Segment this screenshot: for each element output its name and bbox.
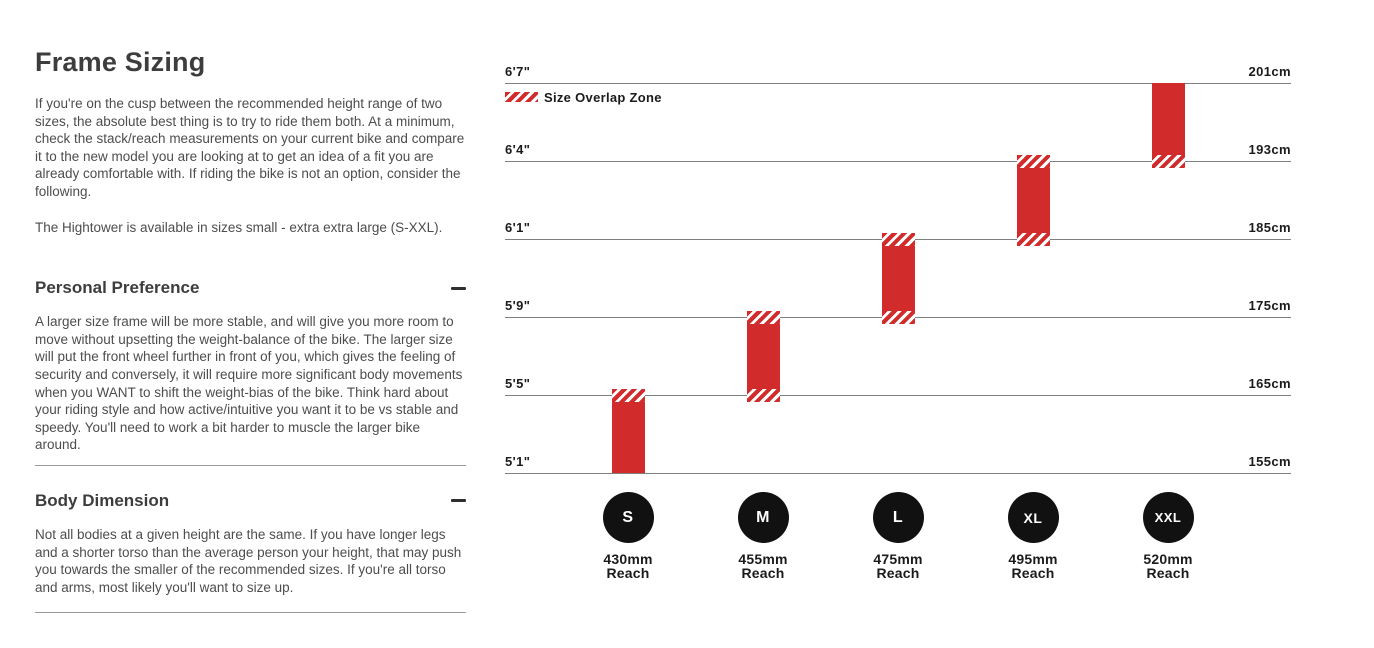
reach-caption-label: Reach — [1011, 565, 1055, 581]
height-gridline — [505, 239, 1291, 240]
reach-value: 495mm — [1008, 551, 1058, 567]
size-circle-m: M — [737, 492, 789, 543]
section-personal-preference: Personal Preference A larger size frame … — [35, 278, 466, 466]
height-gridline — [505, 473, 1291, 474]
reach-value: 520mm — [1143, 551, 1193, 567]
size-circle-l: L — [872, 492, 924, 543]
size-band-overlap-bottom — [746, 389, 780, 402]
overlap-zone-swatch-icon — [505, 92, 538, 102]
size-band-bar — [1151, 83, 1185, 155]
section-body: A larger size frame will be more stable,… — [35, 314, 463, 453]
page-title: Frame Sizing — [35, 47, 206, 77]
height-label-metric: 175cm — [1248, 298, 1291, 313]
size-band-bar — [611, 402, 645, 473]
reach-value: 455mm — [738, 551, 788, 567]
reach-value: 475mm — [873, 551, 923, 567]
reach-caption-s: 430mm Reach — [578, 552, 678, 580]
size-band-bar — [1016, 168, 1050, 233]
height-label-imperial: 6'4" — [505, 142, 531, 157]
section-header-personal-preference[interactable]: Personal Preference — [35, 278, 466, 298]
section-body: Not all bodies at a given height are the… — [35, 526, 462, 595]
availability-paragraph: The Hightower is available in sizes smal… — [35, 219, 443, 235]
height-gridline — [505, 83, 1291, 84]
reach-caption-m: 455mm Reach — [713, 552, 813, 580]
height-label-metric: 201cm — [1248, 64, 1291, 79]
section-heading: Personal Preference — [35, 278, 200, 298]
height-label-imperial: 5'5" — [505, 376, 531, 391]
collapse-minus-icon[interactable] — [451, 499, 466, 503]
height-label-metric: 185cm — [1248, 220, 1291, 235]
size-band-bar — [746, 324, 780, 389]
reach-value: 430mm — [603, 551, 653, 567]
height-label-metric: 165cm — [1248, 376, 1291, 391]
size-circle-xxl: XXL — [1142, 492, 1194, 543]
reach-caption-label: Reach — [741, 565, 785, 581]
overlap-zone-legend-label: Size Overlap Zone — [544, 90, 662, 105]
intro-paragraph: If you're on the cusp between the recomm… — [35, 96, 465, 199]
size-band-overlap-bottom — [1016, 233, 1050, 246]
size-band-overlap-bottom — [881, 311, 915, 324]
section-heading: Body Dimension — [35, 490, 170, 510]
size-band-bar — [881, 246, 915, 311]
size-circle-s: S — [602, 492, 654, 543]
size-band-overlap-top — [746, 311, 780, 324]
height-gridline — [505, 317, 1291, 318]
height-label-metric: 155cm — [1248, 454, 1291, 469]
height-label-imperial: 5'1" — [505, 454, 531, 469]
reach-caption-xxl: 520mm Reach — [1118, 552, 1218, 580]
size-band-overlap-bottom — [1151, 155, 1185, 168]
height-label-imperial: 5'9" — [505, 298, 531, 313]
reach-caption-label: Reach — [606, 565, 650, 581]
height-gridline — [505, 161, 1291, 162]
size-band-overlap-top — [881, 233, 915, 246]
height-label-imperial: 6'7" — [505, 64, 531, 79]
size-circle-xl: XL — [1007, 492, 1059, 543]
section-body-dimension: Body Dimension Not all bodies at a given… — [35, 491, 466, 614]
frame-sizing-text-panel: Frame Sizing If you're on the cusp betwe… — [35, 46, 466, 614]
reach-caption-label: Reach — [876, 565, 920, 581]
size-band-overlap-top — [611, 389, 645, 402]
reach-caption-label: Reach — [1146, 565, 1190, 581]
height-gridline — [505, 395, 1291, 396]
height-label-imperial: 6'1" — [505, 220, 531, 235]
reach-caption-xl: 495mm Reach — [983, 552, 1083, 580]
section-header-body-dimension[interactable]: Body Dimension — [35, 491, 466, 511]
height-label-metric: 193cm — [1248, 142, 1291, 157]
reach-caption-l: 475mm Reach — [848, 552, 948, 580]
size-band-overlap-top — [1016, 155, 1050, 168]
collapse-minus-icon[interactable] — [451, 286, 466, 290]
